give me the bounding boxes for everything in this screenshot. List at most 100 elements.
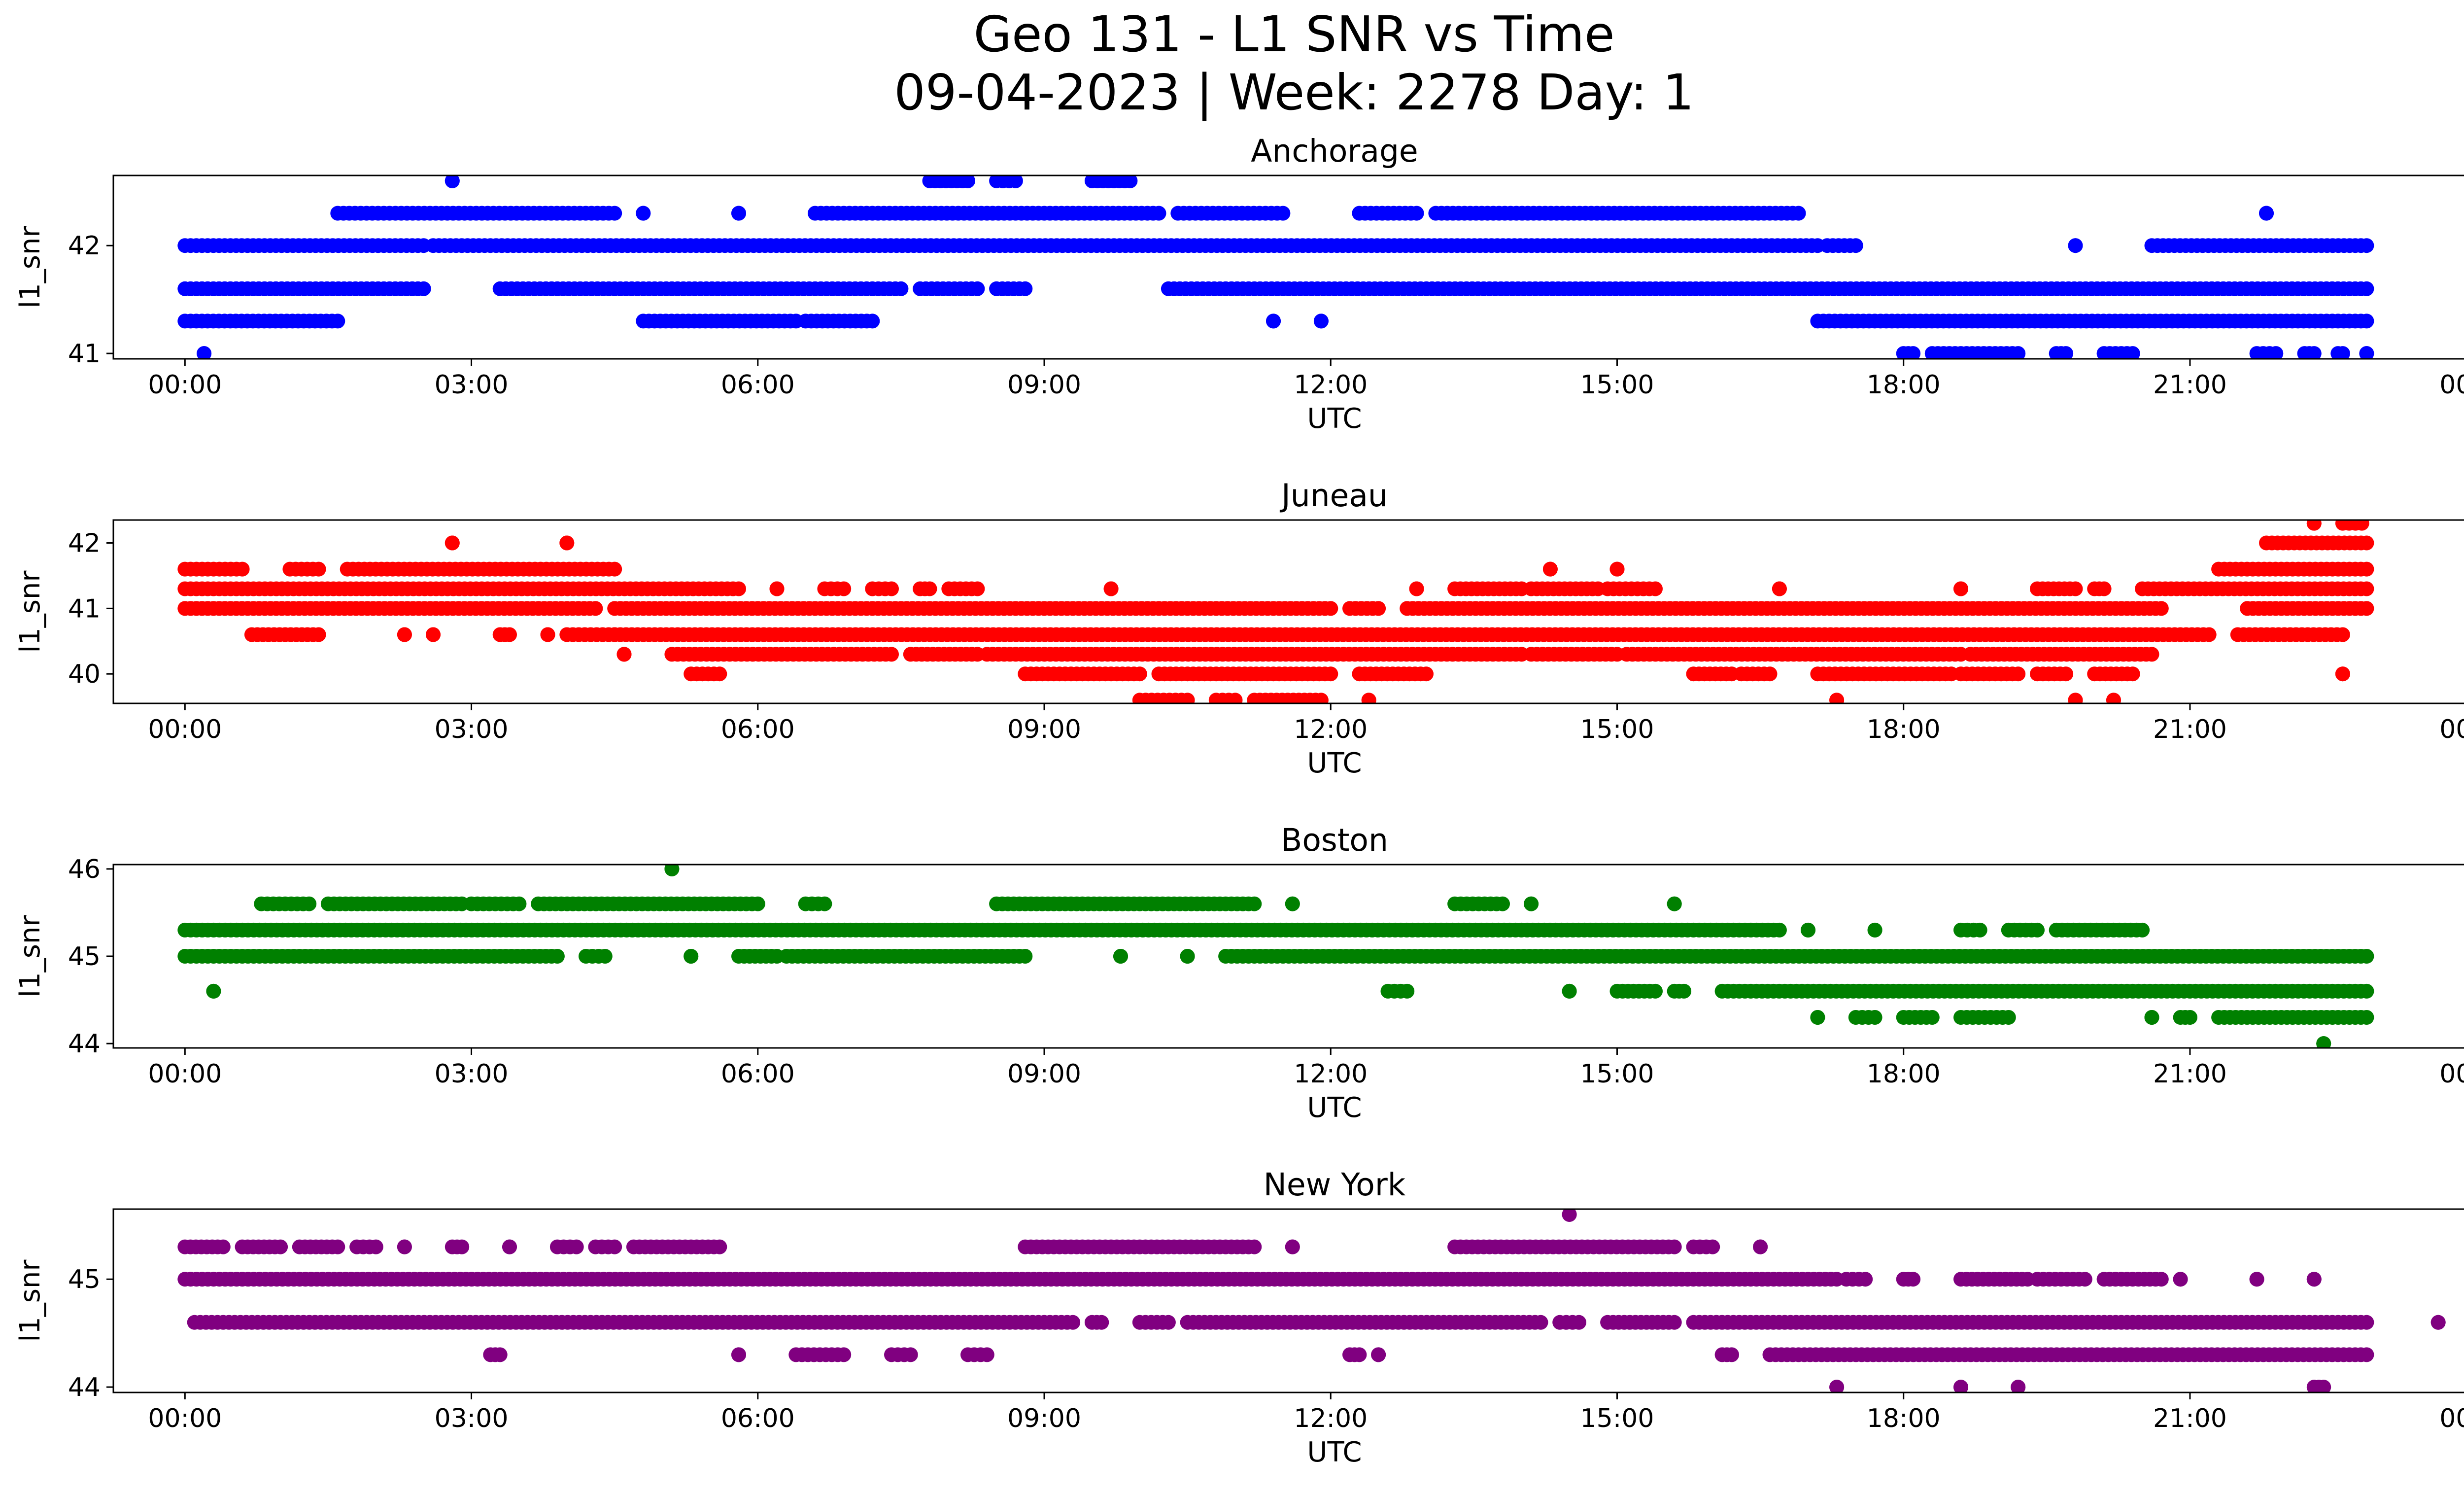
data-point <box>616 647 632 662</box>
x-tick-label: 12:00 <box>1294 715 1368 744</box>
data-point <box>1906 346 1921 359</box>
data-point <box>2068 581 2083 596</box>
data-point <box>712 1239 727 1254</box>
data-point <box>2125 666 2140 682</box>
data-point <box>2077 1272 2092 1287</box>
data-point <box>2125 346 2140 359</box>
data-point <box>2359 535 2374 551</box>
subplot-title: New York <box>1264 1167 1406 1203</box>
data-point <box>2359 238 2374 253</box>
data-point <box>1667 896 1682 911</box>
data-point <box>1858 1272 1873 1287</box>
scatter-points <box>177 865 2374 1048</box>
data-point <box>1667 1239 1682 1254</box>
data-point <box>502 1239 517 1254</box>
data-point <box>2359 346 2374 359</box>
subplot-anchorage: 00:00 03:00 06:00 09:00 12:00 15:00 18:00 21:00… <box>14 133 2464 435</box>
y-axis-label: l1_snr <box>14 570 46 653</box>
data-point <box>970 281 985 296</box>
y-tick-label: 41 <box>68 339 101 369</box>
data-point <box>2201 627 2217 642</box>
data-point <box>884 581 899 596</box>
data-point <box>311 627 326 642</box>
x-tick-label: 15:00 <box>1580 370 1654 400</box>
data-point <box>206 983 221 999</box>
data-point <box>1953 1380 1968 1392</box>
x-tick-label: 21:00 <box>2153 370 2227 400</box>
data-point <box>970 581 985 596</box>
y-tick-label: 41 <box>68 594 101 624</box>
data-point <box>1361 693 1376 703</box>
data-point <box>1323 666 1338 682</box>
data-point <box>2359 581 2374 596</box>
data-point <box>2359 1010 2374 1025</box>
data-point <box>1103 581 1119 596</box>
subplot-juneau: 00:00 03:00 06:00 09:00 12:00 15:00 18:00 21:00… <box>14 478 2464 779</box>
data-point <box>2335 666 2350 682</box>
subplot-title: Juneau <box>1279 478 1388 514</box>
data-point <box>445 535 460 551</box>
data-point <box>330 1239 345 1254</box>
data-point <box>2316 1380 2331 1392</box>
data-point <box>1371 601 1386 616</box>
data-point <box>2335 346 2350 359</box>
data-point <box>1867 922 1882 938</box>
data-point <box>445 175 460 188</box>
data-point <box>597 949 613 964</box>
x-tick-label: 09:00 <box>1007 1059 1081 1089</box>
data-point <box>1829 693 1845 703</box>
data-point <box>1285 896 1300 911</box>
data-point <box>2011 666 2026 682</box>
data-point <box>1648 983 1663 999</box>
data-point <box>1533 1315 1548 1330</box>
data-point <box>2335 627 2350 642</box>
subplot-title: Anchorage <box>1251 133 1418 169</box>
x-tick-label: 03:00 <box>435 1404 509 1433</box>
x-tick-label: 00:00 <box>148 1059 222 1089</box>
data-point <box>1113 949 1128 964</box>
data-point <box>397 1239 412 1254</box>
data-point <box>731 1347 746 1362</box>
x-tick-label: 21:00 <box>2153 1404 2227 1433</box>
subplot-panels: 00:00 03:00 06:00 09:00 12:00 15:00 18:00 21:00… <box>14 133 2464 1468</box>
data-point <box>1753 1239 1768 1254</box>
data-point <box>273 1239 288 1254</box>
data-point <box>607 206 622 221</box>
data-point <box>836 581 852 596</box>
x-tick-label: 18:00 <box>1867 715 1941 744</box>
x-tick-label: 18:00 <box>1867 1404 1941 1433</box>
data-point <box>2259 206 2274 221</box>
data-point <box>2058 346 2074 359</box>
data-point <box>769 581 785 596</box>
data-point <box>1953 581 1968 596</box>
figure-title-line1: Geo 131 - L1 SNR vs Time <box>974 5 1615 63</box>
x-axis-label: UTC <box>1307 1092 1362 1124</box>
scatter-points <box>177 520 2374 703</box>
data-point <box>1572 1315 1586 1330</box>
data-point <box>2316 1036 2331 1048</box>
data-point <box>2154 1272 2169 1287</box>
data-point <box>1524 896 1539 911</box>
data-point <box>2249 1272 2264 1287</box>
data-point <box>540 627 555 642</box>
x-axis-label: UTC <box>1307 403 1362 435</box>
y-tick-label: 42 <box>68 529 101 558</box>
y-tick-label: 44 <box>68 1373 101 1402</box>
x-tick-label: 00:00 <box>2439 1059 2464 1089</box>
y-tick-label: 40 <box>68 660 101 689</box>
data-point <box>454 1239 470 1254</box>
x-tick-label: 00:00 <box>148 1404 222 1433</box>
x-tick-label: 06:00 <box>721 370 795 400</box>
data-point <box>2268 346 2284 359</box>
data-point <box>1542 561 1558 577</box>
data-point <box>1810 1010 1825 1025</box>
data-point <box>1772 922 1787 938</box>
data-point <box>2359 281 2374 296</box>
data-point <box>549 949 565 964</box>
x-tick-label: 00:00 <box>148 370 222 400</box>
x-tick-label: 18:00 <box>1867 370 1941 400</box>
data-point <box>903 1347 918 1362</box>
data-point <box>1228 693 1243 703</box>
data-point <box>2359 983 2374 999</box>
data-point <box>1409 581 1424 596</box>
